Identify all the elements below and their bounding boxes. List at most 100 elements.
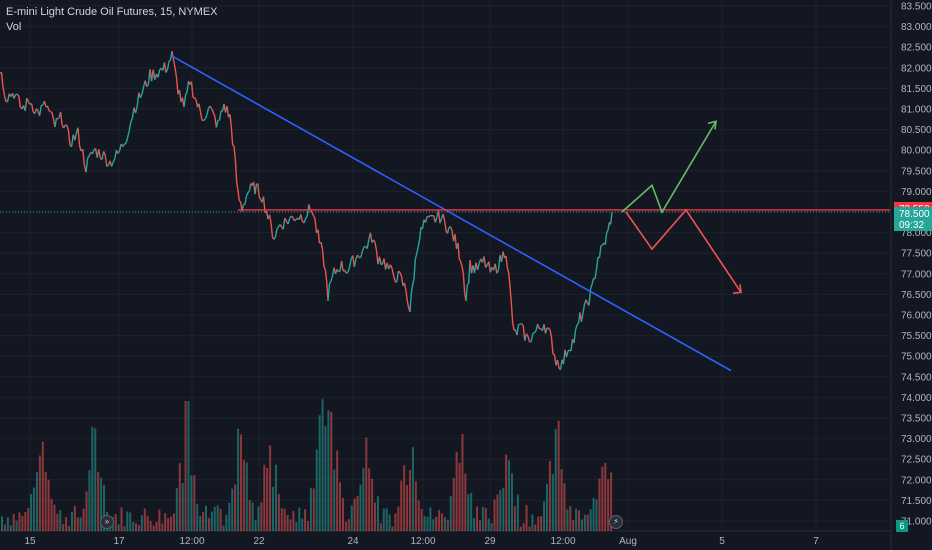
- price-candle: [134, 106, 138, 114]
- price-candle: [128, 121, 132, 132]
- volume-bar: [91, 426, 94, 531]
- lightning-icon[interactable]: ⚡: [609, 515, 623, 529]
- volume-bar: [30, 494, 33, 531]
- symbol-title[interactable]: E-mini Light Crude Oil Futures, 15, NYME…: [6, 6, 218, 18]
- volume-bar: [143, 508, 146, 531]
- price-candle: [238, 200, 242, 203]
- bull-projection-path[interactable]: [621, 120, 717, 214]
- price-candle: [82, 149, 86, 166]
- price-axis-label: 83.500: [901, 2, 932, 13]
- volume-bar: [432, 519, 435, 531]
- volume-bar: [426, 516, 429, 531]
- price-candle: [112, 158, 116, 163]
- volume-legend-label[interactable]: Vol: [6, 21, 22, 33]
- volume-bar: [50, 498, 53, 531]
- volume-bar: [560, 469, 563, 531]
- price-candle: [317, 229, 321, 244]
- volume-bar: [269, 445, 272, 531]
- price-candle: [600, 244, 603, 247]
- volume-bar: [519, 526, 522, 531]
- volume-bar: [140, 515, 143, 531]
- price-axis-label: 82.500: [901, 43, 932, 54]
- price-candle: [2, 86, 6, 96]
- volume-bar: [484, 507, 487, 531]
- price-axis-label: 75.500: [901, 331, 932, 342]
- price-candle: [413, 259, 417, 280]
- volume-bar: [417, 500, 420, 531]
- price-candle: [124, 142, 127, 145]
- price-candle: [46, 105, 50, 111]
- volume-bar: [100, 477, 103, 531]
- fast-forward-icon[interactable]: »: [100, 515, 114, 529]
- price-candle: [510, 302, 514, 323]
- volume-bar: [114, 514, 117, 531]
- price-candle: [476, 263, 480, 271]
- price-axis-label: 77.500: [901, 249, 932, 260]
- volume-bar: [368, 468, 371, 531]
- price-axis-label: 71.500: [901, 496, 932, 507]
- price-candle: [320, 242, 324, 250]
- volume-bar: [537, 516, 540, 531]
- volume-bar: [161, 523, 164, 531]
- price-candle: [449, 226, 453, 231]
- volume-bar: [496, 494, 499, 531]
- volume-bar: [196, 503, 199, 531]
- price-candle: [91, 149, 95, 155]
- price-candle: [405, 290, 409, 302]
- price-candle: [366, 239, 370, 249]
- price-candle: [485, 264, 488, 268]
- volume-bar: [414, 481, 417, 531]
- volume-bar: [172, 513, 175, 531]
- volume-bar: [388, 514, 391, 531]
- volume-bar: [341, 497, 344, 531]
- price-candle: [184, 91, 188, 96]
- price-candle: [198, 103, 202, 113]
- price-candle: [607, 222, 611, 231]
- price-candle: [86, 155, 90, 159]
- price-candle: [165, 68, 169, 73]
- volume-bar: [9, 525, 12, 531]
- price-candle: [417, 240, 421, 248]
- volume-bar: [245, 462, 248, 531]
- volume-bar: [458, 462, 461, 531]
- price-candle: [570, 339, 574, 352]
- volume-bar: [68, 525, 71, 531]
- price-candle: [483, 256, 487, 268]
- volume-bar: [508, 460, 511, 531]
- price-candle: [235, 181, 239, 191]
- price-candle: [414, 253, 418, 260]
- price-candle: [565, 350, 569, 358]
- price-candle: [442, 213, 446, 221]
- price-candle: [77, 127, 81, 147]
- trendline[interactable]: [170, 54, 732, 372]
- volume-bar: [216, 505, 219, 531]
- price-candle: [391, 268, 395, 276]
- volume-bar: [146, 516, 149, 531]
- volume-bar: [301, 518, 304, 531]
- volume-bar: [592, 497, 595, 531]
- bear-projection-path[interactable]: [625, 208, 742, 293]
- price-candle: [290, 215, 294, 218]
- volume-bar: [551, 474, 554, 531]
- volume-bar: [499, 489, 502, 531]
- price-candle: [183, 94, 187, 108]
- volume-bar: [324, 426, 327, 531]
- price-candle: [125, 137, 129, 144]
- volume-bar: [522, 522, 525, 531]
- price-candle: [305, 215, 308, 219]
- price-candle: [175, 77, 179, 95]
- price-candle: [324, 269, 328, 281]
- time-axis-label: 12:00: [410, 536, 435, 547]
- price-candle: [284, 217, 288, 222]
- price-candle: [562, 349, 566, 365]
- volume-bar: [53, 504, 56, 531]
- price-candle: [556, 359, 560, 369]
- last-price-badge[interactable]: [894, 207, 932, 231]
- volume-bar: [554, 429, 557, 531]
- volume-bar: [312, 488, 315, 531]
- volume-bar: [33, 487, 36, 531]
- volume-bar: [327, 410, 330, 531]
- price-candle: [606, 229, 609, 234]
